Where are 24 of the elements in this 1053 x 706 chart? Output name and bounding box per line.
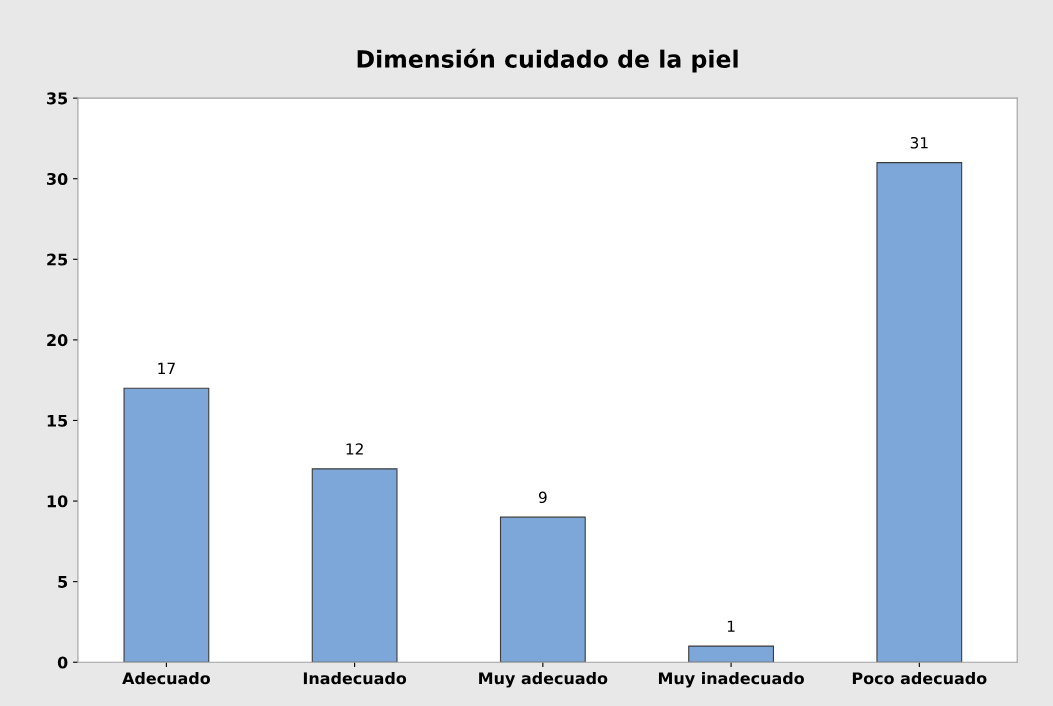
y-tick-label: 20 [47, 334, 68, 347]
bar [499, 516, 586, 663]
y-tick-label: 5 [58, 576, 68, 588]
bar [876, 162, 963, 663]
data-label: 31 [910, 136, 928, 149]
bar [311, 468, 398, 663]
y-tick-label: 30 [47, 172, 68, 186]
x-tick-label: Adecuado [122, 671, 211, 685]
data-label: 12 [346, 443, 363, 455]
data-label: 1 [727, 620, 735, 632]
y-tick-label: 15 [47, 414, 68, 427]
x-tick-label: Muy inadecuado [658, 671, 804, 688]
x-tick-label: Muy adecuado [479, 671, 608, 688]
y-tick-label: 0 [57, 656, 68, 669]
bar [688, 645, 774, 663]
y-tick-label: 25 [47, 253, 68, 266]
y-tick-label: 35 [47, 92, 68, 105]
data-label: 9 [538, 491, 547, 504]
bar [123, 387, 210, 663]
data-label: 17 [158, 362, 175, 374]
x-tick-label: Inadecuado [303, 671, 407, 685]
chart-title: Dimensión cuidado de la piel [357, 48, 738, 73]
x-tick-label: Poco adecuado [852, 671, 987, 685]
y-tick-label: 10 [47, 495, 68, 508]
